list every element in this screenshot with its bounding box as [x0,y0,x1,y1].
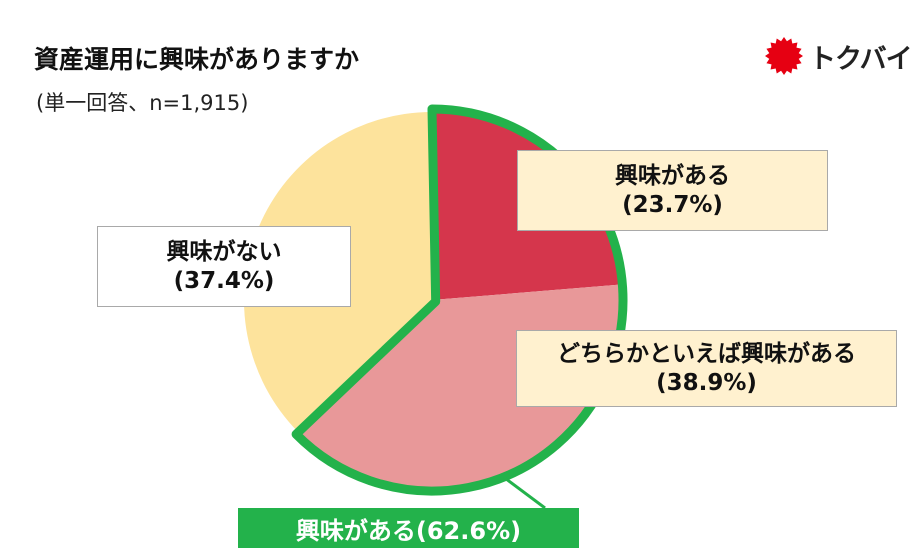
slice-value-label: (37.4%) [174,267,275,295]
slice-label-text: 興味がない [167,238,282,266]
slice-label-somewhat-interested: どちらかといえば興味がある (38.9%) [516,330,897,407]
slice-label-not-interested: 興味がない (37.4%) [97,226,351,307]
slice-label-interested: 興味がある (23.7%) [517,150,828,231]
slice-value-label: (23.7%) [622,191,723,219]
slice-value-label: (38.9%) [656,369,757,397]
highlight-leader-line [504,477,545,508]
highlight-summary-label: 興味がある(62.6%) [238,508,579,548]
slice-label-text: どちらかといえば興味がある [557,340,856,368]
slice-label-text: 興味がある [615,162,730,190]
